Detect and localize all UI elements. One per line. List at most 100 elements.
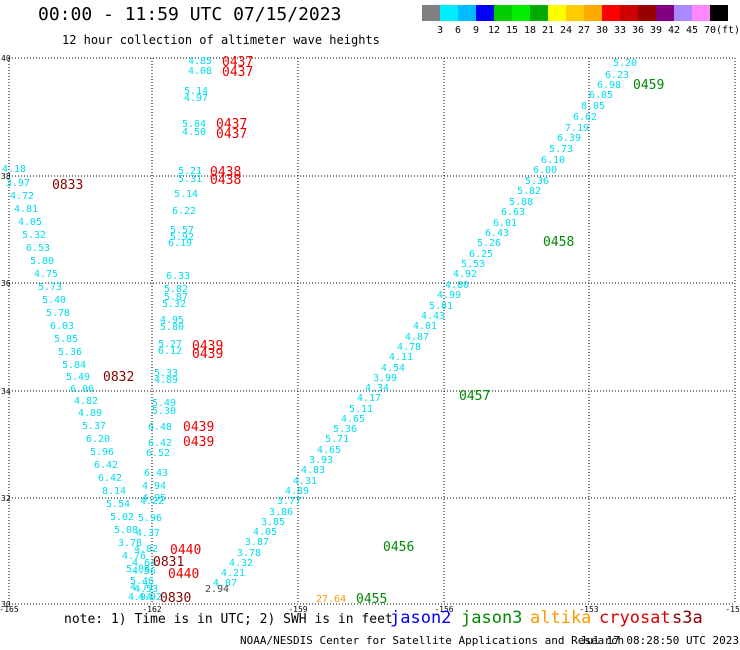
swh-value: 8.14 [102, 486, 126, 497]
swh-value: 4.18 [2, 164, 26, 175]
swh-value: 6.85 [589, 90, 613, 101]
swh-value: 5.46 [130, 576, 154, 587]
swh-value: 4.78 [397, 342, 421, 353]
swh-value: 5.11 [349, 404, 373, 415]
pass-time-cryosat: 0832 [103, 370, 134, 385]
swh-value: 6.53 [26, 243, 50, 254]
pass-time-s3a: 0437 [222, 65, 253, 80]
legend-label: 15 [505, 25, 519, 36]
pass-time-s3a: 0438 [210, 173, 241, 188]
swh-value: 6.33 [166, 271, 190, 282]
legend-label: 24 [559, 25, 573, 36]
swh-value: 5.84 [62, 360, 86, 371]
swh-value: 8.05 [581, 101, 605, 112]
pass-time-s3a: 0438 [210, 165, 241, 180]
swh-value: 5.87 [164, 292, 188, 303]
swh-value: 6.43 [144, 468, 168, 479]
pass-time-jason3: 0455 [356, 592, 387, 607]
lat-label: 34 [1, 387, 11, 396]
legend-swatch [620, 5, 638, 21]
lat-label: 30 [1, 600, 11, 609]
swh-value: 5.78 [46, 308, 70, 319]
swh-value: 4.95 [160, 315, 184, 326]
swh-value: 5.36 [58, 347, 82, 358]
legend-swatch [512, 5, 530, 21]
swh-value: 4.95 [142, 493, 166, 504]
swh-value: 3.93 [309, 455, 333, 466]
legend-swatch [458, 5, 476, 21]
swh-value: 4.82 [74, 396, 98, 407]
swh-value: 5.31 [178, 174, 202, 185]
legend-swatch [440, 5, 458, 21]
swh-value: 5.88 [509, 197, 533, 208]
legend-label: 6 [454, 25, 462, 36]
swh-value: 6.10 [541, 155, 565, 166]
swh-value: 5.84 [182, 119, 206, 130]
swh-value: 5.32 [162, 299, 186, 310]
pass-time-s3a: 0437 [216, 127, 247, 142]
swh-value: 4.17 [357, 393, 381, 404]
lon-label: -156 [434, 605, 453, 614]
swh-value: 5.30 [152, 406, 176, 417]
swh-value: 3.87 [245, 537, 269, 548]
pass-time-cryosat: 0831 [153, 555, 184, 570]
pass-time-jason3: 0459 [633, 78, 664, 93]
legend-swatch [710, 5, 728, 21]
swh-value: 5.49 [152, 398, 176, 409]
legend-label: 21 [541, 25, 555, 36]
swh-value: 3.86 [269, 507, 293, 518]
swh-value: 5.49 [66, 372, 90, 383]
swh-value: 5.73 [549, 144, 573, 155]
swh-value: 5.96 [90, 447, 114, 458]
swh-value: 6.48 [148, 422, 172, 433]
satellite-legend-cryosat: cryosat [599, 608, 671, 628]
legend-swatch [674, 5, 692, 21]
swh-value: 5.80 [30, 256, 54, 267]
page-subtitle: 12 hour collection of altimeter wave hei… [62, 33, 380, 47]
swh-value: 4.05 [18, 217, 42, 228]
swh-value: 6.43 [485, 228, 509, 239]
pass-time-s3a: 0439 [192, 339, 223, 354]
swh-value: 6.63 [501, 207, 525, 218]
swh-value: 5.02 [110, 512, 134, 523]
legend-label: 70 [703, 25, 717, 36]
swh-value: 4.64 [132, 558, 156, 569]
pass-time-s3a: 0439 [183, 435, 214, 450]
swh-value: 5.85 [54, 334, 78, 345]
swh-value: 5.32 [22, 230, 46, 241]
swh-value: 5.82 [164, 284, 188, 295]
swh-value: 4.94 [128, 592, 152, 603]
legend-label: 30 [595, 25, 609, 36]
swh-value: 5.80 [160, 322, 184, 333]
swh-value: 5.36 [333, 424, 357, 435]
swh-value: 4.07 [213, 578, 237, 589]
swh-value: 6.42 [148, 438, 172, 449]
legend-label: 12 [487, 25, 501, 36]
altimeter-tracks: 4.18 3.97 4.72 4.81 4.05 5.32 6.53 5.80 4.75 5.73… [2, 56, 637, 605]
legend-label: 39 [649, 25, 663, 36]
legend-label: 33 [613, 25, 627, 36]
swh-value: 4.92 [138, 592, 162, 603]
swh-value: 6.20 [86, 434, 110, 445]
swh-value: 5.54 [106, 499, 130, 510]
swh-value: 5.37 [82, 421, 106, 432]
legend-swatch [530, 5, 548, 21]
pass-time-s3a: 0439 [192, 347, 223, 362]
swh-value: 2.94 [205, 584, 229, 595]
pass-time-cryosat: 0830 [160, 591, 191, 606]
swh-value: 6.42 [98, 473, 122, 484]
track-jason3-east: 5.206.236.986.858.056.627.196.395.736.10… [205, 58, 637, 595]
swh-value: 4.80 [445, 280, 469, 291]
lon-label: -153 [579, 605, 598, 614]
swh-value: 5.36 [525, 176, 549, 187]
swh-value: 5.57 [170, 225, 194, 236]
swh-value: 6.98 [597, 80, 621, 91]
swh-value: 4.32 [229, 558, 253, 569]
pass-time-jason3: 0458 [543, 235, 574, 250]
swh-value: 3.85 [261, 517, 285, 528]
lat-label: 38 [1, 172, 11, 181]
swh-value: 6.01 [493, 218, 517, 229]
swh-value: 4.82 [134, 544, 158, 555]
legend-label: 36 [631, 25, 645, 36]
